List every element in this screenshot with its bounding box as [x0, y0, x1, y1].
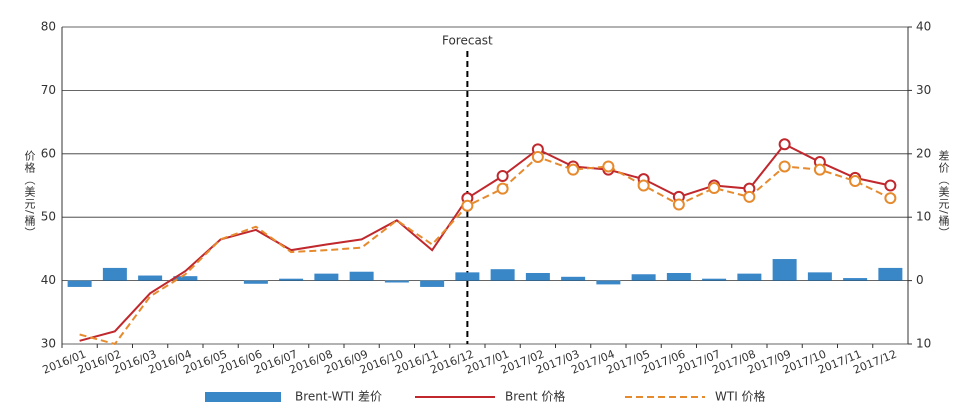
bar: [420, 280, 445, 287]
legend-label: Brent 价格: [505, 389, 565, 404]
bar: [772, 259, 797, 281]
bar: [384, 280, 409, 283]
bar: [314, 273, 339, 281]
y2-tick-label: 30: [916, 83, 931, 97]
bar: [67, 280, 92, 287]
y-tick-label: 30: [41, 337, 56, 351]
bar: [737, 273, 762, 281]
bar: [878, 267, 903, 281]
bar: [596, 280, 621, 285]
legend-label: WTI 价格: [715, 389, 766, 404]
point: [602, 160, 615, 173]
y2-tick-label: 40: [916, 20, 931, 34]
line: [79, 155, 891, 346]
bar: [525, 272, 550, 281]
point: [672, 198, 685, 211]
bar: [138, 275, 163, 281]
point: [496, 182, 509, 195]
y2-axis-label: 差价（美元/桶）: [937, 149, 950, 239]
bar: [490, 269, 515, 281]
y2-tick-label: 10: [916, 337, 931, 351]
y-tick-label: 50: [41, 210, 56, 224]
bar: [561, 276, 586, 281]
y2-tick-label: 0: [916, 273, 924, 287]
legend-swatch: [205, 392, 281, 402]
line: [79, 143, 891, 342]
bar: [807, 272, 832, 281]
point: [778, 160, 791, 173]
forecast-label: Forecast: [442, 34, 493, 48]
y-axis-label: 价格（美元/桶）: [23, 150, 36, 239]
bar: [243, 280, 268, 284]
y-tick-label: 70: [41, 83, 56, 97]
point: [531, 150, 544, 163]
point: [884, 179, 897, 192]
bar: [173, 276, 198, 281]
bar: [843, 278, 868, 281]
point: [567, 163, 580, 176]
point: [813, 163, 826, 176]
point: [778, 138, 791, 151]
point: [637, 179, 650, 192]
point: [496, 169, 509, 182]
bar: [702, 278, 727, 281]
point: [884, 192, 897, 205]
bar: [349, 271, 374, 281]
y-tick-label: 60: [41, 146, 56, 160]
y-tick-label: 40: [41, 273, 56, 287]
point: [461, 199, 474, 212]
bar: [102, 267, 127, 281]
point: [849, 175, 862, 188]
y-tick-label: 80: [41, 20, 56, 34]
y2-tick-label: 20: [916, 146, 931, 160]
point: [743, 190, 756, 203]
legend-label: Brent-WTI 差价: [295, 390, 382, 404]
bar: [666, 272, 691, 281]
point: [708, 182, 721, 195]
bar: [279, 278, 304, 281]
bar: [455, 272, 480, 281]
bar: [631, 274, 656, 281]
y2-tick-label: 10: [916, 210, 931, 224]
